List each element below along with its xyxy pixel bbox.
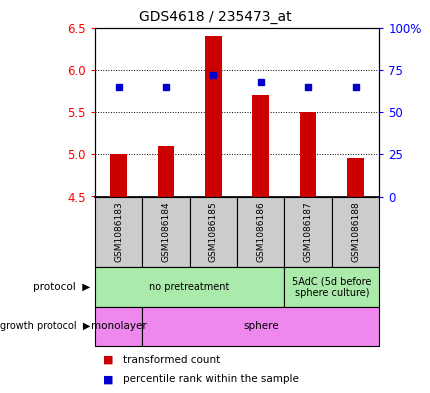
Text: GSM1086186: GSM1086186: [256, 202, 264, 262]
Text: monolayer: monolayer: [90, 321, 146, 331]
Bar: [252, 95, 268, 196]
Text: GSM1086187: GSM1086187: [303, 202, 312, 262]
Bar: [205, 36, 221, 197]
Text: protocol  ▶: protocol ▶: [33, 282, 90, 292]
Bar: [299, 112, 316, 196]
Bar: [284, 267, 378, 307]
Text: GSM1086183: GSM1086183: [114, 202, 123, 262]
Bar: [157, 146, 174, 196]
Text: growth protocol  ▶: growth protocol ▶: [0, 321, 90, 331]
Text: GSM1086185: GSM1086185: [209, 202, 217, 262]
Bar: [110, 154, 126, 196]
Bar: [95, 307, 142, 346]
Text: percentile rank within the sample: percentile rank within the sample: [123, 374, 298, 384]
Text: GSM1086188: GSM1086188: [350, 202, 359, 262]
Text: ■: ■: [103, 374, 114, 384]
Text: no pretreatment: no pretreatment: [149, 282, 229, 292]
Bar: [142, 307, 378, 346]
Text: GDS4618 / 235473_at: GDS4618 / 235473_at: [139, 10, 291, 24]
Bar: [331, 196, 378, 267]
Bar: [189, 196, 236, 267]
Bar: [284, 196, 331, 267]
Text: sphere: sphere: [243, 321, 278, 331]
Text: ■: ■: [103, 354, 114, 365]
Bar: [95, 196, 142, 267]
Text: 5AdC (5d before
sphere culture): 5AdC (5d before sphere culture): [292, 276, 371, 298]
Bar: [142, 196, 189, 267]
Text: transformed count: transformed count: [123, 354, 220, 365]
Bar: [347, 158, 363, 196]
Bar: [95, 267, 284, 307]
Bar: [237, 196, 284, 267]
Text: GSM1086184: GSM1086184: [161, 202, 170, 262]
